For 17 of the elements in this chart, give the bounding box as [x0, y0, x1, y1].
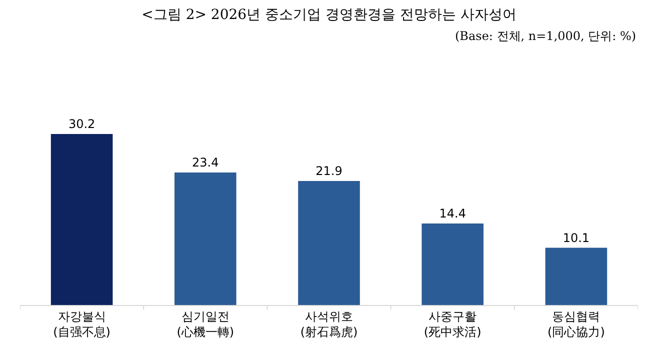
x-tick-label: 사석위호 (射石爲虎)	[300, 309, 358, 339]
bar	[422, 223, 484, 305]
data-label: 21.9	[316, 164, 342, 178]
chart-subtitle: (Base: 전체, n=1,000, 단위: %)	[455, 29, 636, 43]
x-tick-label: 심기일전 (心機一轉)	[176, 309, 234, 339]
chart-title: <그림 2> 2026년 중소기업 경영환경을 전망하는 사자성어	[142, 6, 516, 23]
bar	[174, 172, 236, 305]
data-label: 10.1	[562, 230, 590, 245]
x-tick-label: 자강불식 (自强不息)	[53, 309, 110, 339]
data-label: 23.4	[192, 156, 219, 170]
data-label: 30.2	[68, 117, 96, 131]
bar	[50, 134, 113, 305]
data-label: 14.4	[439, 206, 466, 220]
bar	[298, 181, 360, 305]
bar	[545, 248, 608, 305]
x-tick-label: 동심협력 (同心協力)	[548, 309, 605, 339]
x-tick-label: 사중구활 (死中求活)	[424, 309, 482, 339]
